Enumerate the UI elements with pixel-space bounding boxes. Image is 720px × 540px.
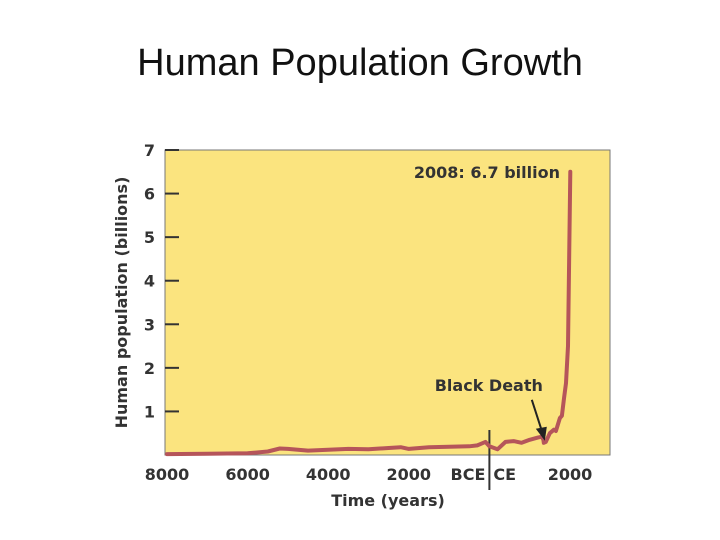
y-tick-label: 3 (144, 315, 155, 334)
black-death-arrow-head (535, 426, 547, 441)
y-tick-label: 2 (144, 359, 155, 378)
slide-title: Human Population Growth (137, 42, 583, 84)
x-tick-label: 4000 (306, 465, 351, 484)
population-series-line (165, 169, 573, 457)
y-tick-label: 1 (144, 402, 155, 421)
era-label-ce: CE (493, 465, 516, 484)
black-death-arrow (530, 399, 543, 432)
y-tick-label: 6 (144, 185, 155, 204)
y-tick-label: 4 (144, 272, 155, 291)
annotation-2008-population: 2008: 6.7 billion (414, 163, 560, 182)
plot-area (164, 149, 611, 456)
x-tick-label: 2000 (548, 465, 593, 484)
y-tick-label: 5 (144, 228, 155, 247)
x-tick-label: 2000 (387, 465, 432, 484)
era-label-bce: BCE (451, 465, 486, 484)
annotation-black-death: Black Death (435, 376, 543, 395)
y-tick-label: 7 (144, 141, 155, 160)
x-tick-label: 6000 (225, 465, 270, 484)
y-axis-label: Human population (billions) (112, 177, 131, 429)
x-tick-label: 8000 (145, 465, 190, 484)
x-axis-label: Time (years) (331, 491, 445, 510)
